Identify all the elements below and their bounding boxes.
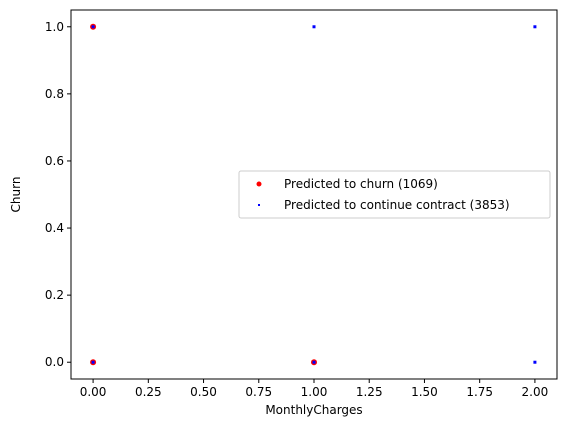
y-tick-label-1: 0.2 xyxy=(45,288,64,302)
continue-point-3 xyxy=(312,360,316,364)
x-tick-label-0: 0.00 xyxy=(80,385,107,399)
x-tick-label-3: 0.75 xyxy=(245,385,272,399)
legend-label-continue: Predicted to continue contract (3853) xyxy=(284,198,510,212)
continue-point-5 xyxy=(533,360,537,364)
y-tick-label-5: 1.0 xyxy=(45,20,64,34)
y-tick-label-3: 0.6 xyxy=(45,154,64,168)
x-tick-label-4: 1.00 xyxy=(301,385,328,399)
legend-label-churn: Predicted to churn (1069) xyxy=(284,177,438,191)
y-axis-label: Churn xyxy=(9,177,23,213)
x-tick-label-7: 1.75 xyxy=(466,385,493,399)
y-tick-label-4: 0.8 xyxy=(45,87,64,101)
continue-point-2 xyxy=(312,25,316,29)
x-tick-label-1: 0.25 xyxy=(135,385,162,399)
legend-marker-continue xyxy=(258,204,260,206)
ticks: 0.00 0.25 0.50 0.75 1.00 1.25 1.50 1.75 2.00 0.0 0… xyxy=(45,20,548,399)
y-tick-label-2: 0.4 xyxy=(45,221,64,235)
x-tick-label-2: 0.50 xyxy=(190,385,217,399)
continue-point-0 xyxy=(91,25,95,29)
continue-point-1 xyxy=(91,360,95,364)
continue-point-4 xyxy=(533,25,537,29)
x-tick-label-5: 1.25 xyxy=(356,385,383,399)
plot-area xyxy=(90,23,537,366)
x-axis-label: MonthlyCharges xyxy=(265,403,362,417)
x-tick-label-8: 2.00 xyxy=(522,385,549,399)
y-tick-label-0: 0.0 xyxy=(45,355,64,369)
legend-marker-churn xyxy=(256,181,262,187)
legend-box xyxy=(238,170,551,219)
legend: Predicted to churn (1069) Predicted to c… xyxy=(238,170,551,219)
x-tick-label-6: 1.50 xyxy=(411,385,438,399)
